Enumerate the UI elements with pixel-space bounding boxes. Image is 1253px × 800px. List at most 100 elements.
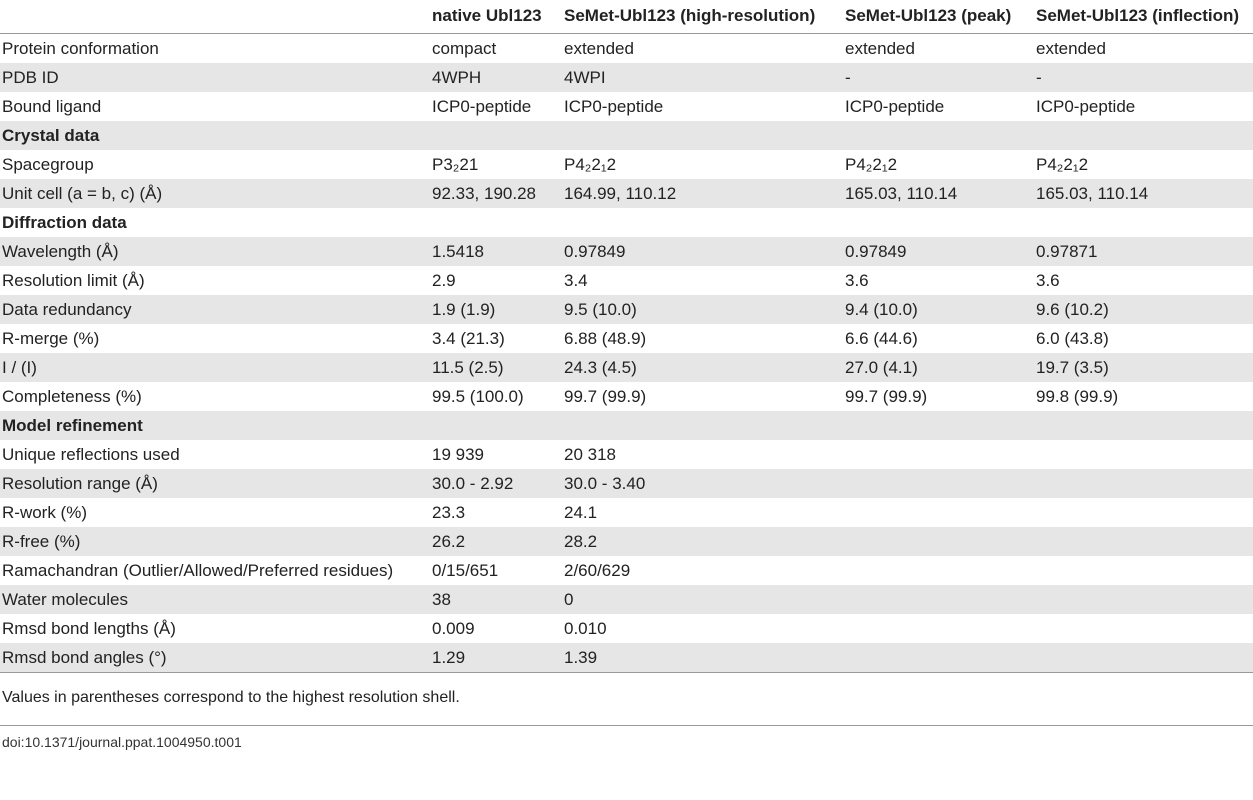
table-row: Unit cell (a = b, c) (Å) 92.33, 190.28 164… <box>0 179 1253 208</box>
header-cell <box>0 0 430 34</box>
table-cell: Rmsd bond lengths (Å) <box>2 619 176 638</box>
table-cell: Completeness (%) <box>2 387 142 406</box>
doi: doi:10.1371/journal.ppat.1004950.t001 <box>2 734 242 750</box>
table-row: Bound ligand ICP0-peptide ICP0-peptide ICP0… <box>0 92 1253 121</box>
table-cell: 23.3 <box>432 503 466 522</box>
empty-cell <box>1034 585 1253 614</box>
table-cell: extended <box>1036 39 1106 58</box>
table-cell: 24.1 <box>564 503 598 522</box>
table-row: Ramachandran (Outlier/Allowed/Preferred … <box>0 556 1253 585</box>
table-cell: R-merge (%) <box>2 329 100 348</box>
table-row: Rmsd bond angles (°) 1.29 1.39 <box>0 643 1253 673</box>
table-cell: 27.0 (4.1) <box>845 358 918 377</box>
table-cell: 24.3 (4.5) <box>564 358 637 377</box>
table-cell: 1.5418 <box>432 242 484 261</box>
empty-cell <box>843 643 1034 673</box>
table-cell: 0.97849 <box>564 242 626 261</box>
table-cell: Resolution limit (Å) <box>2 271 145 290</box>
table-cell: 99.7 (99.9) <box>564 387 647 406</box>
table-cell: 4WPH <box>432 68 482 87</box>
column-header: SeMet-Ubl123 (inflection) <box>1034 0 1253 34</box>
table-row: Wavelength (Å) 1.5418 0.97849 0.97849 0.9787… <box>0 237 1253 266</box>
table-cell: Unique reflections used <box>2 445 180 464</box>
table-cell: 1.29 <box>432 648 466 667</box>
table-cell: 0.009 <box>432 619 475 638</box>
empty-cell <box>843 440 1034 469</box>
table-cell: 99.5 (100.0) <box>432 387 524 406</box>
section-cell: Diffraction data <box>2 213 127 232</box>
table-cell: P4₂2₁2 <box>564 155 617 174</box>
table-cell: 1.39 <box>564 648 598 667</box>
table-cell: P4₂2₁2 <box>845 155 898 174</box>
table-cell: 30.0 - 3.40 <box>564 474 646 493</box>
column-header: SeMet-Ubl123 (peak) <box>843 0 1034 34</box>
table-cell: 2.9 <box>432 271 456 290</box>
empty-cell <box>843 498 1034 527</box>
table-cell: 2/60/629 <box>564 561 631 580</box>
table-cell: ICP0-peptide <box>1036 97 1136 116</box>
table-row: R-work (%) 23.3 24.1 <box>0 498 1253 527</box>
empty-cell <box>843 556 1034 585</box>
table-row: Protein conformation compact extended exten… <box>0 34 1253 64</box>
empty-cell <box>1034 556 1253 585</box>
table-cell: 3.6 <box>1036 271 1060 290</box>
table-cell: - <box>845 68 851 87</box>
table-cell: 6.0 (43.8) <box>1036 329 1109 348</box>
table-cell: 0.97849 <box>845 242 907 261</box>
table-cell: 92.33, 190.28 <box>432 184 536 203</box>
table-cell: 0 <box>564 590 574 609</box>
table-cell: 6.6 (44.6) <box>845 329 918 348</box>
table-cell: 1.9 (1.9) <box>432 300 496 319</box>
table-cell: Wavelength (Å) <box>2 242 119 261</box>
section-row: Diffraction data <box>0 208 1253 237</box>
table-cell: Ramachandran (Outlier/Allowed/Preferred … <box>2 561 394 580</box>
empty-cell <box>843 585 1034 614</box>
data-table: native Ubl123 SeMet-Ubl123 (high-resoluti… <box>0 0 1253 673</box>
section-cell: Crystal data <box>2 126 100 145</box>
table-row: Completeness (%) 99.5 (100.0) 99.7 (99.9) 9… <box>0 382 1253 411</box>
table-cell: - <box>1036 68 1042 87</box>
table-cell: 28.2 <box>564 532 598 551</box>
table-cell: 0.97871 <box>1036 242 1098 261</box>
table-cell: 26.2 <box>432 532 466 551</box>
table-cell: P3₂21 <box>432 155 479 174</box>
table-cell: compact <box>432 39 497 58</box>
table-cell: 20 318 <box>564 445 616 464</box>
table-cell: 19 939 <box>432 445 484 464</box>
table-cell: I / (I) <box>2 358 37 377</box>
table-cell: Spacegroup <box>2 155 94 174</box>
table-cell: 11.5 (2.5) <box>432 358 504 377</box>
column-header: SeMet-Ubl123 (high-resolution) <box>562 0 843 34</box>
table-row: Unique reflections used 19 939 20 318 <box>0 440 1253 469</box>
empty-cell <box>1034 614 1253 643</box>
table-row: Spacegroup P3₂21 P4₂2₁2 P4₂2₁2 P4₂2₁2 <box>0 150 1253 179</box>
table-row: Data redundancy 1.9 (1.9) 9.5 (10.0) 9.4 (1… <box>0 295 1253 324</box>
empty-cell <box>843 614 1034 643</box>
table-cell: 3.6 <box>845 271 869 290</box>
table-cell: 165.03, 110.14 <box>845 184 958 203</box>
table-cell: PDB ID <box>2 68 59 87</box>
empty-cell <box>1034 498 1253 527</box>
table-cell: Water molecules <box>2 590 128 609</box>
table-row: Rmsd bond lengths (Å) 0.009 0.010 <box>0 614 1253 643</box>
table-cell: 3.4 (21.3) <box>432 329 505 348</box>
table-cell: 99.8 (99.9) <box>1036 387 1119 406</box>
table-cell: 164.99, 110.12 <box>564 184 677 203</box>
table-cell: 99.7 (99.9) <box>845 387 928 406</box>
empty-cell <box>843 469 1034 498</box>
table-row: R-free (%) 26.2 28.2 <box>0 527 1253 556</box>
table-cell: R-work (%) <box>2 503 87 522</box>
table-row: R-merge (%) 3.4 (21.3) 6.88 (48.9) 6.6 (44.… <box>0 324 1253 353</box>
table-cell: 30.0 - 2.92 <box>432 474 514 493</box>
table-cell: 0.010 <box>564 619 607 638</box>
table-cell: extended <box>564 39 634 58</box>
table-cell: 165.03, 110.14 <box>1036 184 1149 203</box>
table-cell: 9.5 (10.0) <box>564 300 637 319</box>
empty-cell <box>1034 469 1253 498</box>
section-row: Model refinement <box>0 411 1253 440</box>
section-cell: Model refinement <box>2 416 143 435</box>
column-header: native Ubl123 <box>430 0 562 34</box>
table-row: I / (I) 11.5 (2.5) 24.3 (4.5) 27.0 (4.1) 19.… <box>0 353 1253 382</box>
table-row: Resolution range (Å) 30.0 - 2.92 30.0 - 3.… <box>0 469 1253 498</box>
